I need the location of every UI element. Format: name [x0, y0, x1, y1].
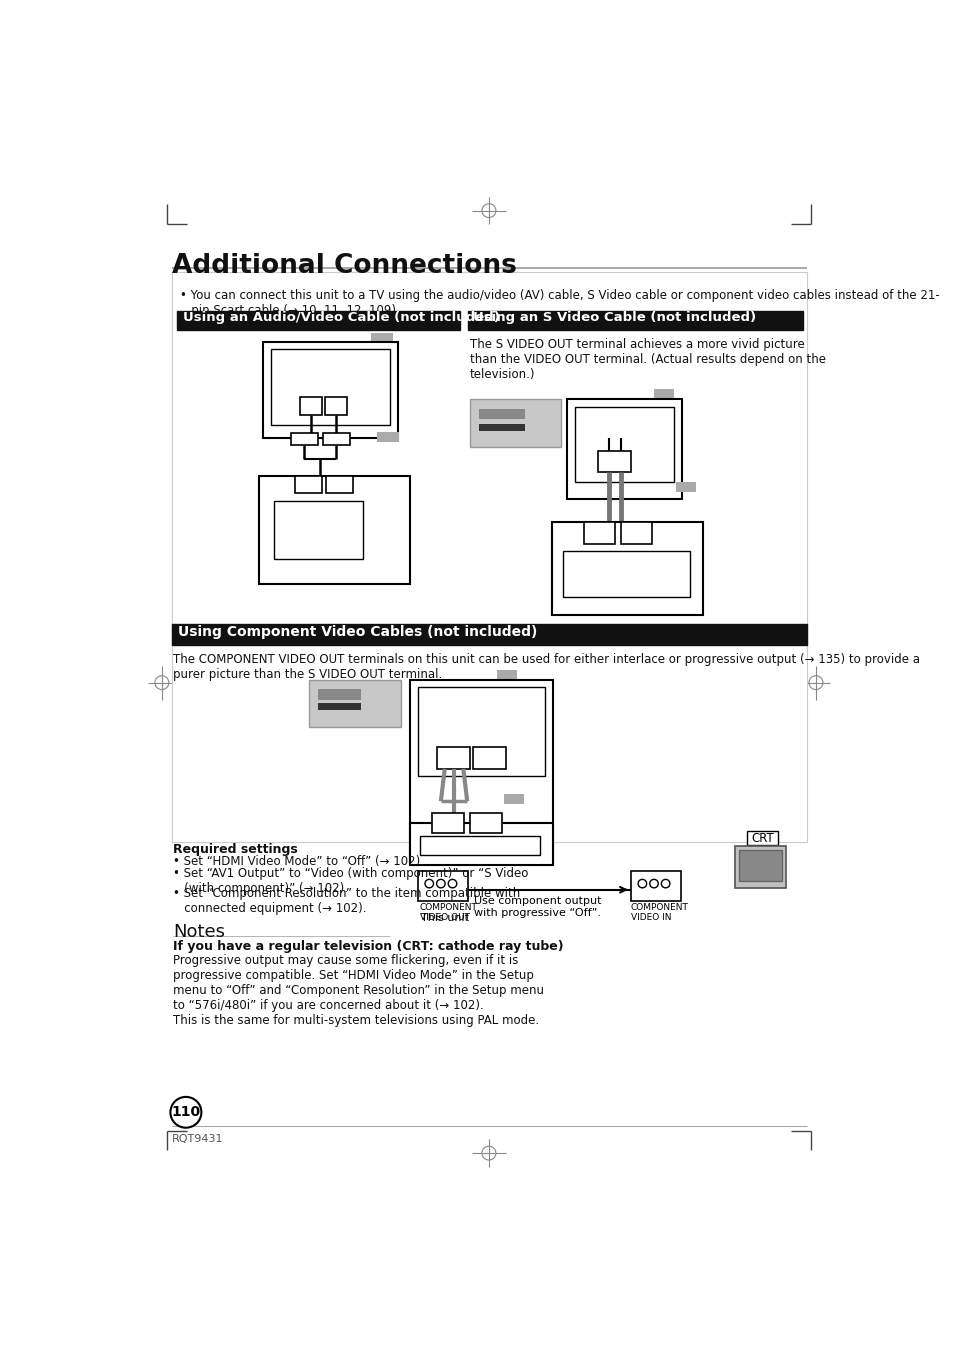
Bar: [274, 501, 363, 559]
Text: This unit: This unit: [421, 913, 469, 923]
Circle shape: [436, 880, 445, 888]
Bar: [318, 689, 360, 700]
Bar: [469, 400, 560, 447]
Bar: [746, 831, 778, 846]
Bar: [562, 551, 690, 597]
Bar: [436, 747, 469, 769]
Bar: [417, 870, 468, 901]
Bar: [262, 342, 397, 438]
Bar: [620, 523, 652, 544]
Bar: [371, 334, 393, 345]
Text: 110: 110: [172, 1105, 200, 1119]
Text: The S VIDEO OUT terminal achieves a more vivid picture
than the VIDEO OUT termin: The S VIDEO OUT terminal achieves a more…: [469, 338, 824, 381]
Text: If you have a regular television (CRT: cathode ray tube): If you have a regular television (CRT: c…: [173, 940, 563, 952]
Text: The COMPONENT VIDEO OUT terminals on this unit can be used for either interlace : The COMPONENT VIDEO OUT terminals on thi…: [173, 654, 920, 681]
Text: COMPONENT
VIDEO OUT: COMPONENT VIDEO OUT: [419, 902, 477, 923]
Bar: [410, 680, 553, 865]
Bar: [675, 482, 695, 492]
Bar: [469, 813, 501, 832]
Bar: [294, 477, 321, 493]
Text: Using an S Video Cable (not included): Using an S Video Cable (not included): [473, 312, 756, 324]
Bar: [309, 680, 400, 727]
Circle shape: [660, 880, 669, 888]
Bar: [419, 836, 539, 855]
Bar: [630, 870, 680, 901]
Bar: [410, 823, 553, 865]
Bar: [503, 793, 523, 804]
Bar: [654, 389, 674, 400]
Text: Notes: Notes: [173, 923, 225, 940]
Bar: [417, 688, 545, 775]
Text: Using an Audio/Video Cable (not included): Using an Audio/Video Cable (not included…: [183, 312, 499, 324]
Text: Progressive output may cause some flickering, even if it is
progressive compatib: Progressive output may cause some flicke…: [173, 954, 544, 1027]
Text: Using Component Video Cables (not included): Using Component Video Cables (not includ…: [178, 626, 537, 639]
Circle shape: [649, 880, 658, 888]
Text: • Set “Component Resolution” to the item compatible with
   connected equipment : • Set “Component Resolution” to the item…: [173, 888, 520, 916]
Text: Required settings: Required settings: [173, 843, 298, 855]
Bar: [323, 434, 350, 446]
Bar: [583, 523, 615, 544]
Bar: [172, 273, 806, 842]
Bar: [473, 747, 505, 769]
Bar: [271, 349, 390, 424]
Bar: [567, 400, 681, 500]
Bar: [468, 311, 802, 330]
Circle shape: [424, 880, 433, 888]
Text: COMPONENT
VIDEO IN: COMPONENT VIDEO IN: [630, 902, 688, 923]
Circle shape: [171, 1097, 201, 1128]
Bar: [299, 397, 321, 416]
Bar: [497, 670, 517, 681]
Bar: [478, 408, 525, 419]
Bar: [318, 704, 360, 711]
Text: Additional Connections: Additional Connections: [172, 253, 517, 278]
Bar: [177, 311, 459, 330]
Text: • Set “HDMI Video Mode” to “Off” (→ 102).: • Set “HDMI Video Mode” to “Off” (→ 102)…: [173, 855, 424, 869]
Bar: [325, 397, 347, 416]
Bar: [735, 846, 785, 888]
Bar: [172, 624, 806, 644]
Bar: [575, 407, 674, 482]
Bar: [326, 477, 353, 493]
Bar: [478, 424, 525, 431]
Text: RQT9431: RQT9431: [172, 1133, 223, 1144]
Bar: [551, 523, 702, 615]
Text: CRT: CRT: [750, 832, 773, 844]
Bar: [291, 434, 318, 446]
Circle shape: [638, 880, 646, 888]
Bar: [377, 431, 398, 442]
Text: • You can connect this unit to a TV using the audio/video (AV) cable, S Video ca: • You can connect this unit to a TV usin…: [179, 289, 939, 317]
Bar: [258, 477, 410, 584]
Text: Use component output
with progressive “Off”.: Use component output with progressive “O…: [474, 896, 601, 917]
Circle shape: [448, 880, 456, 888]
Bar: [739, 850, 781, 881]
Bar: [431, 813, 464, 832]
Text: • Set “AV1 Output” to “Video (with component)” or “S Video
   (with component)” : • Set “AV1 Output” to “Video (with compo…: [173, 867, 528, 896]
Bar: [598, 451, 630, 473]
